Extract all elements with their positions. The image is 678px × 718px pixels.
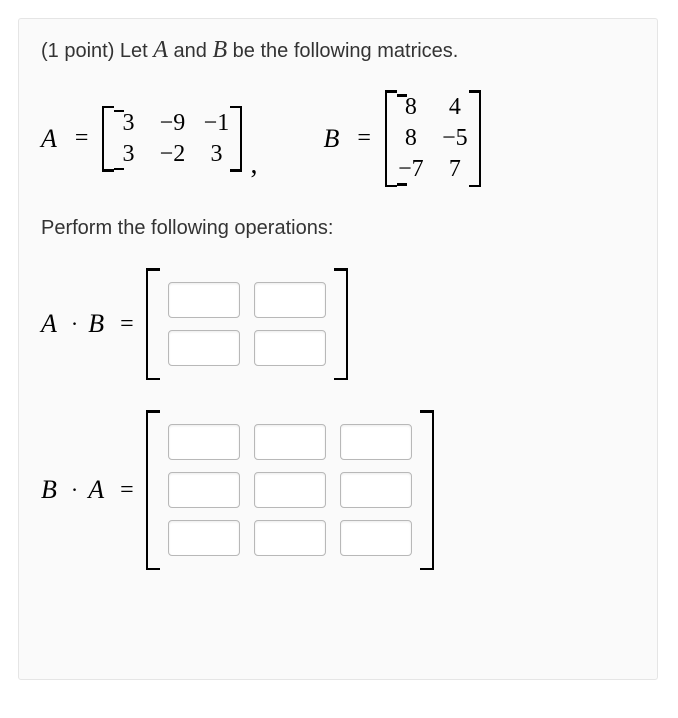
equals-sign: = xyxy=(357,125,371,152)
result-BA-bracket xyxy=(146,410,434,570)
matrix-entry-input[interactable] xyxy=(168,520,240,556)
matrix-definitions: A = 3 −9 −1 3 −2 3 , B = 848 −5 −7 7 xyxy=(41,90,635,187)
intro-mid: and xyxy=(168,40,212,62)
matrix-B-bracket: 848 −5 −7 7 xyxy=(385,90,481,187)
matrix-entry-input[interactable] xyxy=(168,330,240,366)
dot-operator: · xyxy=(71,477,78,503)
equals-sign: = xyxy=(120,477,134,504)
BA-right: A xyxy=(88,475,104,505)
AB-right: B xyxy=(88,309,104,339)
AB-left: A xyxy=(41,309,57,339)
matrix-cell: 4 xyxy=(441,94,469,121)
matrix-A-label: A xyxy=(41,124,57,154)
matrix-entry-input[interactable] xyxy=(168,282,240,318)
matrix-entry-input[interactable] xyxy=(168,472,240,508)
matrix-cell: −1 xyxy=(202,110,230,137)
matrix-entry-input[interactable] xyxy=(254,330,326,366)
result-AB-grid xyxy=(158,274,336,374)
operations-title: Perform the following operations: xyxy=(41,217,635,240)
matrix-cell: −5 xyxy=(441,125,469,152)
matrix-entry-input[interactable] xyxy=(254,282,326,318)
result-AB-row: A · B = xyxy=(41,268,635,380)
equals-sign: = xyxy=(120,311,134,338)
matrix-cell: 7 xyxy=(441,156,469,183)
matrix-cell: 3 xyxy=(202,141,230,168)
matrix-cell: −7 xyxy=(397,156,425,183)
matrix-entry-input[interactable] xyxy=(254,424,326,460)
matrix-entry-input[interactable] xyxy=(254,520,326,556)
matrix-A: 3 −9 −1 3 −2 3 xyxy=(114,110,230,168)
BA-left: B xyxy=(41,475,57,505)
matrix-entry-input[interactable] xyxy=(340,472,412,508)
intro-text: (1 point) Let A and B be the following m… xyxy=(41,37,635,64)
matrix-cell: −2 xyxy=(158,141,186,168)
intro-after: be the following matrices. xyxy=(227,40,458,62)
dot-operator: · xyxy=(71,311,78,337)
matrix-cell: −9 xyxy=(158,110,186,137)
question-panel: (1 point) Let A and B be the following m… xyxy=(18,18,658,680)
matrix-cell: 3 xyxy=(114,110,142,137)
equals-sign: = xyxy=(75,125,89,152)
var-A: A xyxy=(153,37,168,63)
points-label: (1 point) xyxy=(41,40,114,62)
matrix-entry-input[interactable] xyxy=(340,520,412,556)
result-BA-row: B · A = xyxy=(41,410,635,570)
matrix-entry-input[interactable] xyxy=(340,424,412,460)
matrix-entry-input[interactable] xyxy=(168,424,240,460)
matrix-cell: 8 xyxy=(397,125,425,152)
matrix-B-label: B xyxy=(323,124,339,154)
intro-before: Let xyxy=(114,40,153,62)
result-AB-bracket xyxy=(146,268,348,380)
matrix-cell: 8 xyxy=(397,94,425,121)
var-B: B xyxy=(212,37,227,63)
result-BA-grid xyxy=(158,416,422,564)
matrix-entry-input[interactable] xyxy=(254,472,326,508)
matrix-A-bracket: 3 −9 −1 3 −2 3 xyxy=(102,106,242,172)
matrix-cell: 3 xyxy=(114,141,142,168)
comma: , xyxy=(250,149,257,181)
matrix-B: 848 −5 −7 7 xyxy=(397,94,469,183)
